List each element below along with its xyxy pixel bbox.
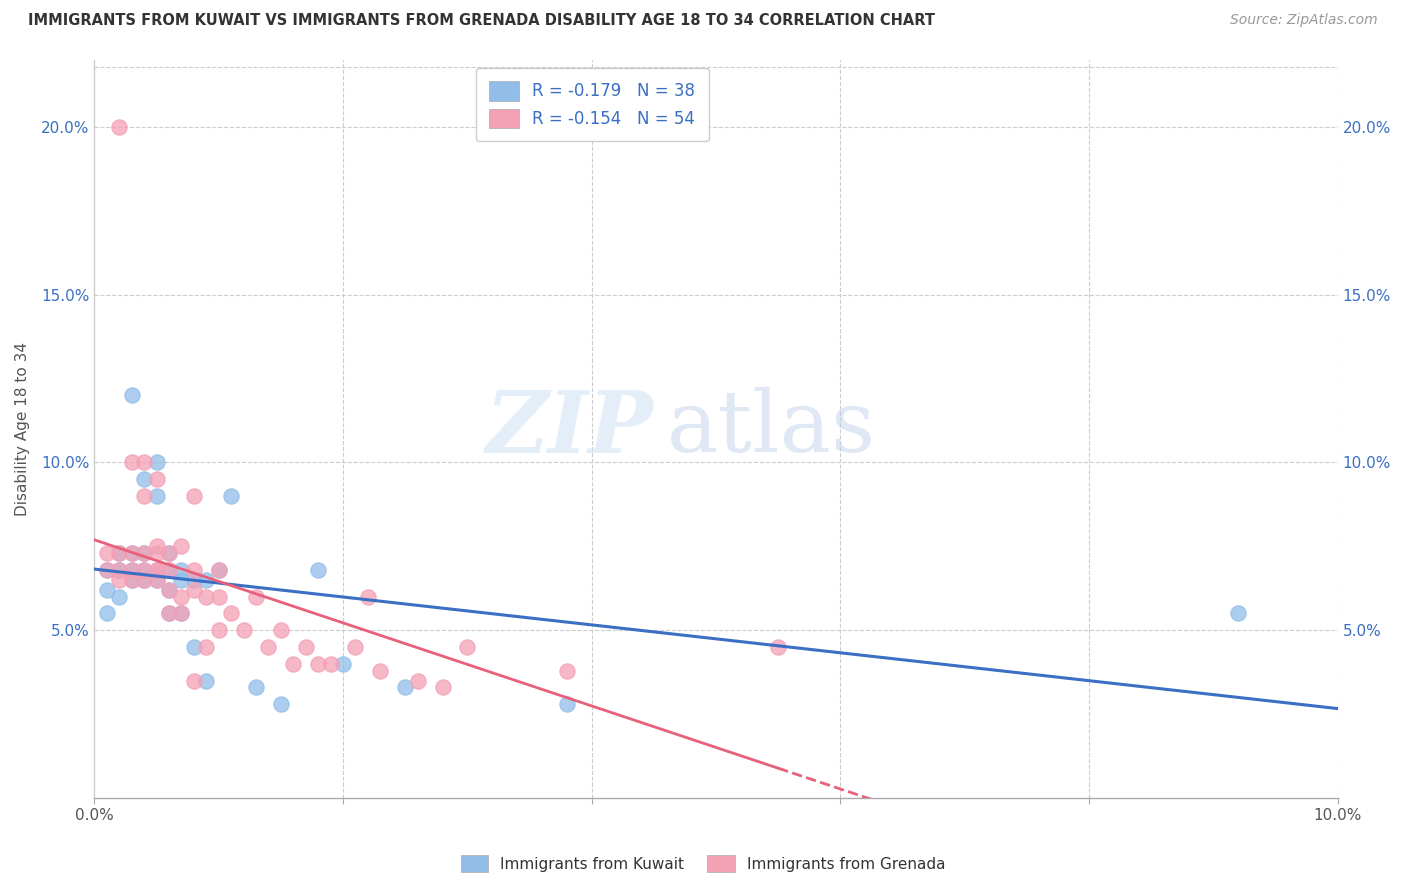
Point (157, 607, 180, 621)
Point (121, 546, 143, 560)
Point (555, 664, 578, 678)
Point (183, 640, 205, 654)
Text: ZIP: ZIP (486, 387, 654, 471)
Point (145, 546, 167, 560)
Point (157, 563, 180, 577)
Point (208, 563, 231, 577)
Point (195, 573, 218, 587)
Point (132, 489, 155, 503)
Point (406, 673, 429, 688)
Point (132, 455, 155, 469)
Point (108, 546, 131, 560)
Point (108, 573, 131, 587)
Point (145, 563, 167, 577)
Point (145, 539, 167, 553)
Point (157, 546, 180, 560)
Point (370, 664, 392, 678)
Point (132, 546, 155, 560)
Point (96, 582, 118, 597)
Point (108, 120, 131, 134)
Point (121, 563, 143, 577)
Point (132, 573, 155, 587)
Point (170, 539, 193, 553)
Point (183, 673, 205, 688)
Point (157, 582, 180, 597)
Point (121, 388, 143, 402)
Point (157, 582, 180, 597)
Point (768, 640, 790, 654)
Point (1227, 607, 1250, 621)
Point (307, 563, 329, 577)
Point (344, 640, 367, 654)
Legend: Immigrants from Kuwait, Immigrants from Grenada: Immigrants from Kuwait, Immigrants from … (453, 847, 953, 880)
Point (170, 563, 193, 577)
Point (145, 472, 167, 486)
Point (96, 546, 118, 560)
Y-axis label: Disability Age 18 to 34: Disability Age 18 to 34 (15, 342, 30, 516)
Point (108, 546, 131, 560)
Point (145, 455, 167, 469)
Point (183, 573, 205, 587)
Point (195, 590, 218, 604)
Point (394, 681, 416, 695)
Text: IMMIGRANTS FROM KUWAIT VS IMMIGRANTS FROM GRENADA DISABILITY AGE 18 TO 34 CORREL: IMMIGRANTS FROM KUWAIT VS IMMIGRANTS FRO… (28, 13, 935, 29)
Point (145, 573, 167, 587)
Point (121, 563, 143, 577)
Point (294, 640, 316, 654)
Point (270, 624, 292, 638)
Point (219, 607, 242, 621)
Point (132, 563, 155, 577)
Point (257, 640, 280, 654)
Text: Source: ZipAtlas.com: Source: ZipAtlas.com (1230, 13, 1378, 28)
Point (132, 563, 155, 577)
Point (132, 472, 155, 486)
Text: atlas: atlas (666, 387, 876, 470)
Point (245, 590, 267, 604)
Point (170, 607, 193, 621)
Point (332, 657, 354, 671)
Point (121, 573, 143, 587)
Point (245, 681, 267, 695)
Point (96, 563, 118, 577)
Point (208, 624, 231, 638)
Point (121, 546, 143, 560)
Point (283, 657, 305, 671)
Point (157, 563, 180, 577)
Point (157, 546, 180, 560)
Point (555, 697, 578, 711)
Point (183, 489, 205, 503)
Point (208, 590, 231, 604)
Point (183, 563, 205, 577)
Point (232, 624, 254, 638)
Point (170, 607, 193, 621)
Point (319, 657, 342, 671)
Point (170, 590, 193, 604)
Point (96, 563, 118, 577)
Point (145, 563, 167, 577)
Point (307, 657, 329, 671)
Point (195, 640, 218, 654)
Legend: R = -0.179   N = 38, R = -0.154   N = 54: R = -0.179 N = 38, R = -0.154 N = 54 (475, 68, 709, 142)
Point (157, 607, 180, 621)
Point (219, 489, 242, 503)
Point (195, 673, 218, 688)
Point (170, 573, 193, 587)
Point (432, 681, 454, 695)
Point (183, 582, 205, 597)
Point (357, 590, 380, 604)
Point (132, 573, 155, 587)
Point (145, 563, 167, 577)
Point (121, 573, 143, 587)
Point (208, 563, 231, 577)
Point (108, 563, 131, 577)
Point (145, 573, 167, 587)
Point (145, 489, 167, 503)
Point (132, 546, 155, 560)
Point (270, 697, 292, 711)
Point (456, 640, 478, 654)
Point (108, 590, 131, 604)
Point (96, 607, 118, 621)
Point (121, 455, 143, 469)
Point (108, 563, 131, 577)
